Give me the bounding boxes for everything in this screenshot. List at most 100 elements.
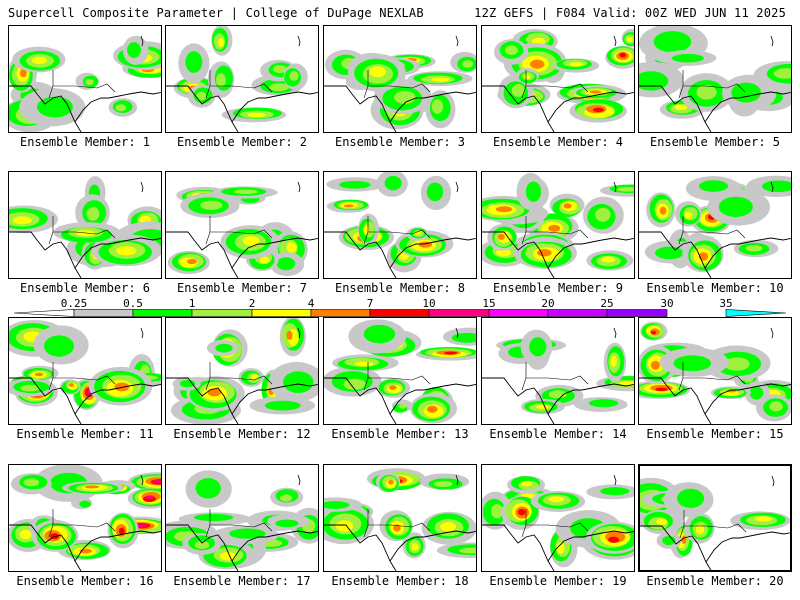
scp-contour [233, 189, 259, 195]
lake-outline [770, 327, 774, 339]
scp-contour [343, 378, 366, 390]
ensemble-member-panel[interactable] [8, 171, 162, 279]
scp-contour [595, 207, 611, 222]
colorbar-tick-label: 0.25 [60, 297, 88, 310]
ensemble-member-panel[interactable] [638, 317, 792, 425]
scp-contour [85, 78, 94, 86]
ensemble-member-label: Ensemble Member: 13 [331, 427, 469, 441]
scp-contour [218, 38, 225, 48]
scp-contour [749, 386, 764, 400]
colorbar-tick-label: 35 [719, 297, 733, 310]
scp-contour [462, 60, 474, 68]
scp-contour [276, 257, 296, 271]
scp-contour [626, 36, 633, 42]
scp-contour [194, 540, 210, 550]
scp-contour [193, 513, 234, 522]
ensemble-member-panel[interactable] [8, 317, 162, 425]
ensemble-member-panel[interactable] [8, 25, 162, 133]
scp-contour [86, 207, 100, 221]
ensemble-member-panel[interactable] [638, 464, 792, 572]
scp-contour [389, 385, 397, 390]
scp-contour [264, 400, 301, 411]
lake-outline [613, 35, 617, 47]
ensemble-member-panel[interactable] [638, 171, 792, 279]
scp-contour [398, 404, 407, 409]
ensemble-member-panel[interactable] [323, 25, 477, 133]
scp-contour [343, 204, 354, 208]
ensemble-member-panel[interactable] [323, 464, 477, 572]
ensemble-member-map [9, 176, 161, 278]
coastline [482, 85, 634, 132]
scp-contour [242, 236, 260, 246]
ensemble-member-panel[interactable] [638, 25, 792, 133]
lake-outline [455, 35, 459, 47]
ensemble-member-panel[interactable] [165, 464, 319, 572]
ensemble-member-panel[interactable] [165, 171, 319, 279]
lake-outline [455, 474, 459, 486]
lake-outline [140, 35, 144, 47]
ensemble-member-map [166, 26, 318, 132]
ensemble-member-panel[interactable] [481, 171, 635, 279]
ensemble-member-panel[interactable] [481, 25, 635, 133]
state-border [521, 70, 589, 99]
colorbar-arrow-left [13, 309, 75, 317]
scp-contour [653, 31, 692, 53]
lake-outline [140, 474, 144, 486]
scp-contour [490, 504, 504, 519]
scp-contour [511, 83, 525, 97]
scp-contour [115, 104, 127, 112]
coastline [640, 525, 790, 570]
scp-contour [589, 90, 602, 94]
scp-contour [275, 519, 299, 528]
scp-contour [84, 485, 100, 489]
ensemble-member-map [9, 465, 161, 571]
state-border [205, 216, 273, 245]
map-title: Supercell Composite Parameter | College … [8, 6, 424, 20]
scp-contour [699, 180, 729, 192]
ensemble-member-panel[interactable] [323, 171, 477, 279]
scp-contour [521, 481, 532, 487]
scp-contour [556, 542, 565, 554]
scp-contour [79, 500, 91, 508]
colorbar-segment [251, 309, 312, 317]
scp-contour [695, 525, 705, 535]
ensemble-member-panel[interactable] [8, 464, 162, 572]
colorbar-tick-label: 4 [307, 297, 315, 310]
lake-outline [613, 181, 617, 193]
colorbar-segment [191, 309, 253, 317]
scp-contour [656, 518, 668, 526]
coastline [324, 524, 476, 571]
state-border [363, 509, 431, 538]
scp-contour [186, 258, 197, 265]
scp-contour [335, 520, 354, 532]
ensemble-member-panel[interactable] [323, 317, 477, 425]
scp-contour [548, 224, 561, 232]
scp-contour [153, 479, 161, 483]
ensemble-member-panel[interactable] [165, 25, 319, 133]
ensemble-member-panel[interactable] [481, 464, 635, 572]
ensemble-member-map [640, 475, 790, 570]
scp-contour [411, 543, 419, 551]
ensemble-member-panel[interactable] [481, 317, 635, 425]
colorbar-tick-label: 1 [188, 297, 196, 310]
scp-contour [459, 547, 476, 554]
ensemble-member-label: Ensemble Member: 8 [334, 281, 466, 295]
scp-contour [393, 524, 401, 532]
scp-contour [426, 405, 438, 413]
scp-contour [43, 335, 74, 357]
scp-contour [504, 45, 518, 55]
scp-contour [745, 245, 763, 252]
coastline [324, 377, 476, 424]
scp-contour [23, 478, 39, 487]
scp-contour [433, 480, 453, 487]
lake-outline [297, 327, 301, 339]
ensemble-member-map [166, 318, 318, 424]
scp-contour [536, 404, 549, 410]
ensemble-member-label: Ensemble Member: 18 [331, 574, 469, 588]
scp-contour [618, 381, 634, 386]
scp-contour [655, 246, 684, 260]
coastline [324, 85, 476, 132]
scp-contour [718, 196, 753, 217]
ensemble-member-panel[interactable] [165, 317, 319, 425]
ensemble-member-map [166, 470, 318, 571]
